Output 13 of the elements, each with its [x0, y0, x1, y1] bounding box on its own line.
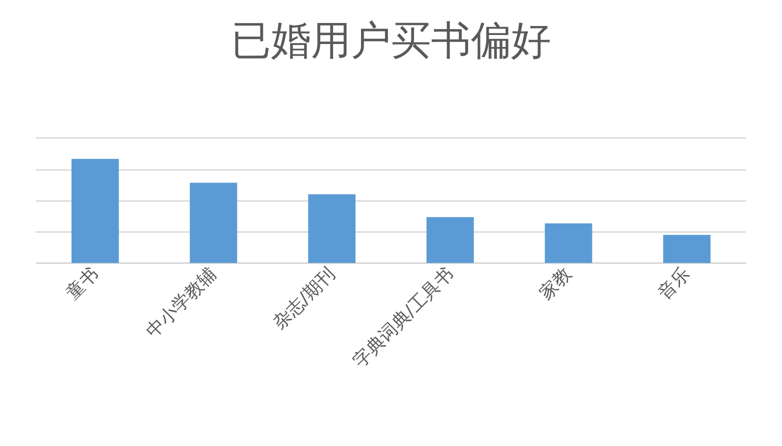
x-tick-label: 音乐	[654, 264, 694, 304]
bar	[544, 223, 592, 263]
bar	[72, 158, 119, 263]
x-tick-label: 中小学教辅	[142, 264, 221, 342]
bar	[308, 194, 356, 263]
bar	[663, 234, 710, 263]
x-tick-label: 杂志/期刊	[269, 264, 340, 334]
x-tick-label: 童书	[62, 264, 103, 304]
bar	[426, 217, 474, 263]
bar	[190, 182, 238, 263]
chart-title: 已婚用户买书偏好	[231, 18, 551, 64]
x-tick-label: 家教	[536, 264, 576, 304]
x-tick-label: 字典词典/工具书	[349, 264, 458, 372]
